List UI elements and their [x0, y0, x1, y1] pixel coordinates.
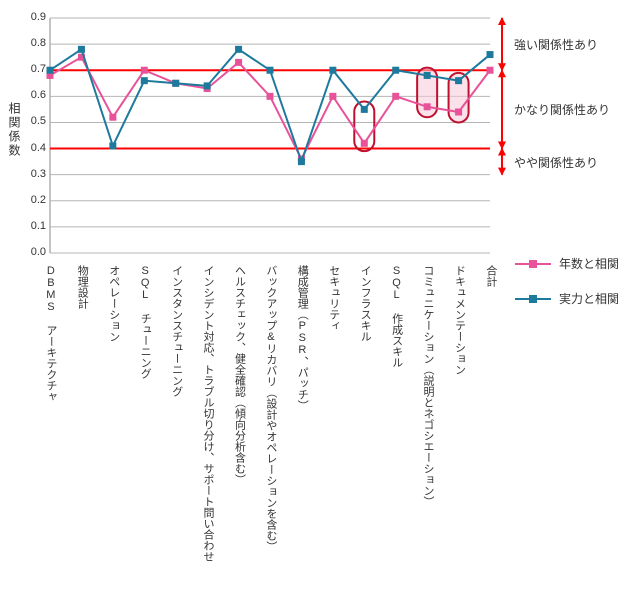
x-category-label: ヘルスチェック、健全確認（傾向分析含む）	[232, 265, 246, 485]
x-category-label: インシデント対応、トラブル切り分け、サポート問い合わせ	[200, 265, 214, 562]
x-category-label: 物理設計	[75, 265, 89, 309]
legend-label-ability: 実力と相関	[559, 290, 619, 307]
x-category-label: 合計	[483, 265, 497, 287]
x-category-label: 構成管理（PSR、パッチ）	[295, 265, 309, 411]
x-category-label: インスタンスチューニング	[169, 265, 183, 397]
legend-swatch-ability	[515, 292, 551, 306]
threshold-annotation: 強い関係性あり	[514, 36, 598, 53]
legend-item-years: 年数と相関	[515, 255, 619, 272]
x-category-label: バックアップ&リカバリ（設計やオペレーションを含む）	[263, 265, 277, 552]
x-category-label: DBMS アーキテクチャ	[43, 265, 57, 402]
legend-swatch-years	[515, 257, 551, 271]
legend-label-years: 年数と相関	[559, 255, 619, 272]
threshold-annotation: かなり関係性あり	[514, 101, 610, 118]
x-category-label: SQL 作成スキル	[389, 265, 403, 368]
x-category-label: インフラスキル	[357, 265, 371, 342]
legend-item-ability: 実力と相関	[515, 290, 619, 307]
x-category-label: ドキュメンテーション	[452, 265, 466, 375]
threshold-annotation: やや関係性あり	[514, 154, 598, 171]
x-category-label: セキュリティ	[326, 265, 340, 331]
x-category-label: コミュニケーション（説明とネゴシエーション）	[420, 265, 434, 507]
x-category-label: オペレーション	[106, 265, 120, 342]
chart-container: 相関係数 0.00.10.20.30.40.50.60.70.80.9 DBMS…	[0, 0, 625, 600]
x-category-label: SQL チューニング	[137, 265, 151, 379]
